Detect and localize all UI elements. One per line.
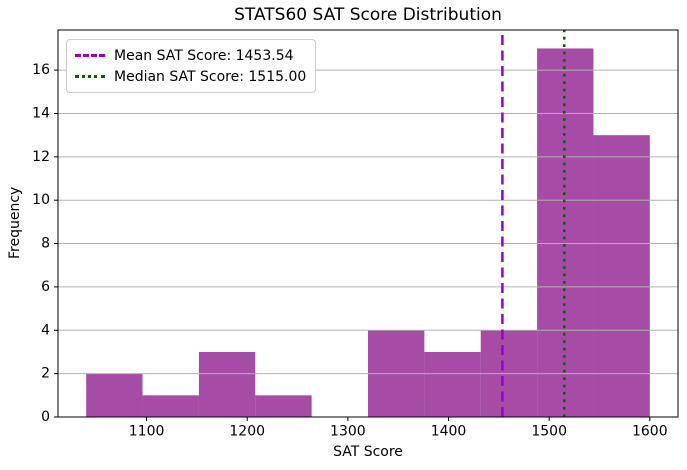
histogram-bar (255, 395, 312, 417)
y-tick-label: 4 (41, 322, 50, 338)
histogram-bar (86, 373, 143, 417)
median-legend-label: Median SAT Score: 1515.00 (114, 68, 307, 85)
y-tick-label: 10 (32, 192, 50, 208)
legend: Mean SAT Score: 1453.54 Median SAT Score… (66, 39, 317, 93)
bars-group (86, 48, 650, 418)
x-tick-label: 1500 (531, 424, 567, 440)
histogram-bar (142, 395, 199, 417)
median-line-sample (75, 75, 105, 78)
x-tick-label: 1600 (632, 424, 668, 440)
x-tick-label: 1300 (330, 424, 366, 440)
x-tick-label: 1200 (229, 424, 265, 440)
mean-legend-label: Mean SAT Score: 1453.54 (114, 47, 294, 64)
histogram-bar (424, 351, 481, 417)
y-tick-label: 14 (32, 105, 50, 121)
legend-item-mean: Mean SAT Score: 1453.54 (75, 45, 306, 66)
chart-title: STATS60 SAT Score Distribution (234, 5, 502, 25)
legend-item-median: Median SAT Score: 1515.00 (75, 66, 306, 87)
axis-group: 1100 1200 1300 1400 1500 1600 0 2 4 6 8 10 12 14 16 (32, 29, 679, 440)
y-tick-label: 12 (32, 149, 50, 165)
y-tick-label: 2 (41, 366, 50, 382)
y-tick-label: 6 (41, 279, 50, 295)
y-tick-label: 8 (41, 236, 50, 252)
histogram-bar (593, 135, 650, 418)
x-axis-label: SAT Score (333, 444, 403, 460)
x-tick-label: 1400 (431, 424, 467, 440)
histogram-bar (198, 351, 256, 417)
y-tick-label: 16 (32, 62, 50, 78)
x-tick-label: 1100 (129, 424, 165, 440)
mean-line-sample (75, 54, 105, 57)
y-tick-label: 0 (41, 409, 50, 425)
reference-lines-group (501, 30, 566, 417)
